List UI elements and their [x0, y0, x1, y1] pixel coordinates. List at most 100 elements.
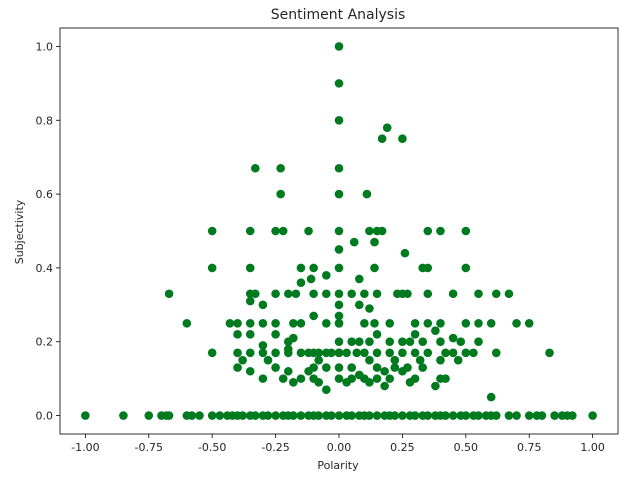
data-point — [283, 289, 293, 299]
data-point — [486, 318, 496, 328]
data-point — [550, 411, 559, 420]
data-point — [233, 318, 242, 328]
data-point — [271, 318, 280, 328]
data-point — [377, 226, 387, 236]
data-point — [441, 374, 450, 383]
data-points — [81, 42, 597, 420]
data-point — [334, 300, 344, 310]
data-point — [398, 134, 407, 144]
data-point — [342, 348, 351, 358]
y-tick-label: 0.0 — [36, 410, 54, 423]
data-point — [334, 263, 344, 273]
x-tick-label: -1.00 — [71, 441, 99, 454]
y-tick-label: 0.2 — [36, 336, 54, 349]
data-point — [441, 348, 450, 358]
data-point — [245, 226, 255, 236]
data-point — [322, 318, 331, 328]
data-point — [309, 263, 318, 273]
data-point — [349, 237, 359, 247]
data-point — [385, 318, 395, 328]
data-point — [119, 411, 128, 420]
x-tick-label: -0.25 — [261, 441, 289, 454]
data-point — [271, 411, 280, 420]
data-point — [372, 348, 382, 358]
data-point — [263, 411, 273, 420]
data-point — [347, 289, 356, 299]
data-point — [314, 348, 324, 358]
data-point — [354, 274, 364, 284]
data-point — [524, 411, 534, 420]
data-point — [405, 337, 415, 347]
data-point — [474, 318, 483, 328]
data-point — [296, 318, 306, 328]
data-point — [304, 366, 313, 376]
data-point — [431, 381, 440, 391]
data-point — [504, 411, 514, 420]
data-point — [314, 378, 324, 387]
data-point — [372, 363, 382, 372]
data-point — [418, 337, 428, 347]
y-tick-label: 0.8 — [36, 114, 54, 127]
data-point — [461, 226, 471, 236]
data-point — [306, 274, 316, 284]
data-point — [461, 348, 471, 358]
data-point — [327, 411, 336, 420]
data-point — [251, 289, 260, 299]
data-point — [334, 311, 344, 321]
data-point — [263, 355, 273, 365]
chart-title: Sentiment Analysis — [271, 7, 406, 23]
data-point — [385, 337, 395, 347]
data-point — [365, 304, 374, 313]
data-point — [385, 374, 395, 383]
data-point — [491, 411, 501, 420]
data-point — [233, 330, 242, 339]
data-point — [398, 348, 407, 358]
data-point — [304, 226, 313, 236]
data-point — [245, 366, 255, 376]
data-point — [164, 289, 174, 299]
data-point — [278, 374, 288, 383]
data-point — [347, 363, 356, 372]
data-point — [245, 330, 255, 339]
data-point — [365, 337, 374, 347]
data-point — [410, 318, 420, 328]
data-point — [372, 289, 382, 299]
data-point — [144, 411, 154, 420]
data-point — [423, 348, 433, 358]
data-point — [461, 318, 471, 328]
data-point — [289, 378, 298, 387]
data-point — [512, 411, 521, 420]
data-point — [545, 348, 554, 358]
x-axis-ticks: -1.00 -0.75 -0.50 -0.25 0.00 0.25 0.50 0.75 1.00 — [71, 434, 605, 454]
data-point — [296, 374, 306, 383]
data-point — [164, 411, 174, 420]
data-point — [271, 348, 280, 358]
data-point — [334, 79, 344, 88]
data-point — [233, 348, 242, 358]
data-point — [245, 348, 255, 358]
data-point — [436, 337, 445, 347]
data-point — [436, 318, 445, 328]
data-point — [398, 366, 407, 376]
data-point — [334, 374, 344, 383]
data-point — [436, 226, 445, 236]
y-tick-label: 0.4 — [36, 262, 54, 275]
data-point — [207, 411, 217, 420]
data-point — [296, 278, 306, 287]
data-point — [233, 363, 242, 372]
data-point — [453, 355, 463, 365]
x-tick-label: 0.00 — [327, 441, 352, 454]
data-point — [276, 163, 285, 173]
data-point — [537, 411, 547, 420]
y-axis-ticks: 0.0 0.2 0.4 0.6 0.8 1.0 — [36, 40, 60, 423]
data-point — [296, 263, 306, 273]
data-point — [423, 226, 433, 236]
data-point — [314, 411, 324, 420]
data-point — [431, 326, 440, 335]
data-point — [314, 355, 324, 365]
data-point — [390, 411, 400, 420]
data-point — [258, 341, 268, 350]
data-point — [410, 348, 420, 358]
data-point — [309, 289, 318, 299]
